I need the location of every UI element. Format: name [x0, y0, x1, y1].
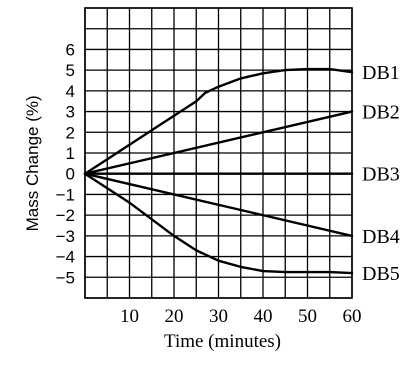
y-tick-label: 4 [66, 82, 75, 101]
series-lines [83, 67, 354, 275]
y-tick-label: −1 [56, 185, 75, 204]
y-tick-label: 1 [66, 144, 75, 163]
series-label-db2: DB2 [362, 102, 400, 124]
series-label-db4: DB4 [362, 226, 400, 248]
y-tick-label: 5 [66, 61, 75, 80]
series-label-db1: DB1 [362, 62, 400, 84]
plot-frame [84, 7, 353, 299]
y-tick-label: 2 [66, 123, 75, 142]
x-tick-label: 60 [343, 306, 362, 327]
plot-grid [84, 7, 353, 299]
y-axis-label: Mass Change (%) [23, 95, 42, 231]
x-tick-label: 50 [298, 306, 317, 327]
y-tick-label: −3 [56, 227, 75, 246]
x-axis-label: Time (minutes) [164, 331, 281, 352]
series-line-db4 [83, 172, 354, 238]
x-tick-label: 30 [209, 306, 228, 327]
series-label-db5: DB5 [362, 263, 400, 285]
x-tick-label: 40 [254, 306, 273, 327]
series-labels: DB1 DB2 DB3 DB4 DB5 [362, 62, 400, 285]
y-tick-label: −4 [56, 248, 75, 267]
y-tick-label: 6 [66, 40, 75, 59]
y-tick-label: −5 [56, 268, 75, 287]
y-tick-label: 3 [66, 103, 75, 122]
series-line-db2 [83, 110, 354, 175]
y-tick-labels: 6 5 4 32 1 0−1 −2 −3 −4−5 [56, 40, 75, 287]
x-tick-label: 20 [165, 306, 184, 327]
series-line-db5 [83, 172, 354, 275]
y-tick-label: −2 [56, 206, 75, 225]
series-line-db1 [83, 67, 354, 175]
series-label-db3: DB3 [362, 164, 400, 186]
y-tick-label: 0 [66, 165, 75, 184]
x-tick-labels: 10 20 30 40 50 60 [120, 306, 362, 327]
x-tick-label: 10 [120, 306, 139, 327]
